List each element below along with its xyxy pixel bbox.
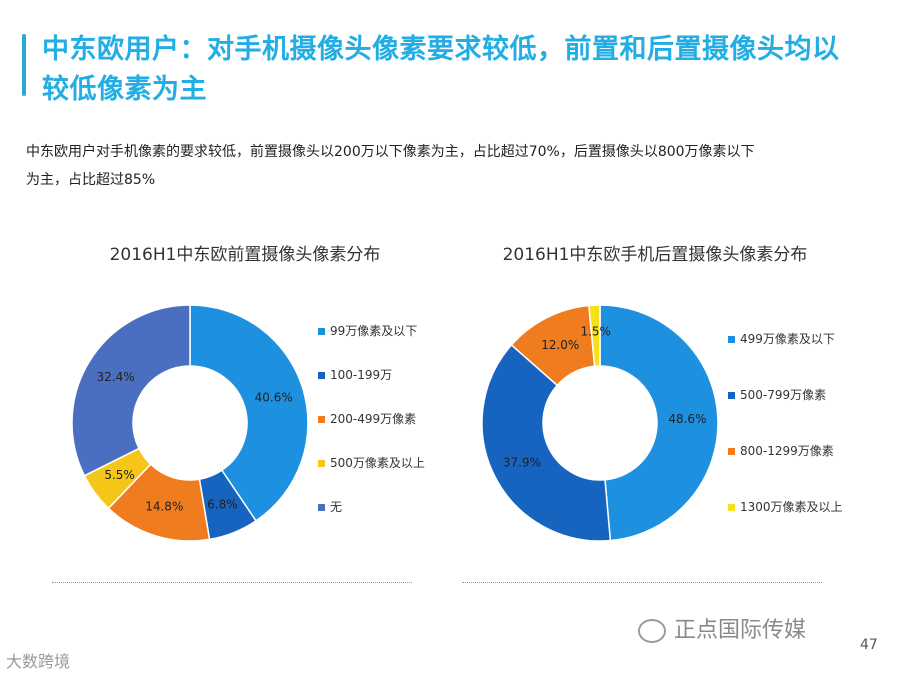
watermark-text: 正点国际传媒 <box>674 618 807 643</box>
legend-label: 100-199万 <box>330 368 393 382</box>
legend-swatch <box>318 504 325 511</box>
legend-swatch <box>318 372 325 379</box>
title-accent-bar <box>22 34 26 96</box>
slice-data-label: 6.8% <box>207 497 238 511</box>
slice-data-label: 12.0% <box>541 338 579 352</box>
legend-item: 800-1299万像素 <box>728 442 834 459</box>
slice-data-label: 1.5% <box>580 325 611 339</box>
chart-title: 2016H1中东欧手机后置摄像头像素分布 <box>502 245 808 265</box>
legend-item: 500万像素及以上 <box>318 454 425 471</box>
page-subtitle: 中东欧用户对手机像素的要求较低，前置摄像头以200万以下像素为主，占比超过70%… <box>26 144 755 188</box>
corner-logo: 大数跨境 <box>6 652 71 671</box>
slice-data-label: 5.5% <box>104 468 135 482</box>
legend-swatch <box>728 392 735 399</box>
legend-item: 无 <box>318 498 342 515</box>
legend-label: 800-1299万像素 <box>740 444 834 458</box>
legend-item: 200-499万像素 <box>318 410 416 427</box>
front-camera-chart: 2016H1中东欧前置摄像头像素分布 40.6% 6.8% 14.8% 5.5% 32.… <box>40 230 450 590</box>
legend-swatch <box>728 504 735 511</box>
slice-data-label: 48.6% <box>668 412 706 426</box>
slice-data-label: 14.8% <box>145 500 183 514</box>
legend-label: 200-499万像素 <box>330 412 417 426</box>
donut-slice <box>189 304 309 522</box>
legend-label: 500-799万像素 <box>740 388 827 402</box>
legend-item: 1300万像素及以上 <box>728 498 843 515</box>
legend-item: 499万像素及以下 <box>728 330 835 347</box>
legend-swatch <box>318 328 325 335</box>
slice-data-label: 37.9% <box>503 455 541 469</box>
rear-camera-chart: 2016H1中东欧手机后置摄像头像素分布 48.6% 37.9% 12.0% 1.5%… <box>450 230 860 590</box>
divider-line <box>52 582 412 583</box>
legend-item: 500-799万像素 <box>728 386 826 403</box>
legend-label: 500万像素及以上 <box>330 456 425 470</box>
page-title: 中东欧用户：对手机摄像头像素要求较低，前置和后置摄像头均以较低像素为主 <box>42 34 840 105</box>
front-camera-donut: 40.6% 6.8% 14.8% 5.5% 32.4% <box>71 304 309 542</box>
legend-label: 99万像素及以下 <box>330 324 418 338</box>
wechat-icon <box>638 619 666 643</box>
page-number: 47 <box>860 637 878 653</box>
legend-label: 1300万像素及以上 <box>740 500 843 514</box>
legend-item: 100-199万 <box>318 366 392 383</box>
legend-item: 99万像素及以下 <box>318 322 417 339</box>
divider-line <box>462 582 822 583</box>
slice-data-label: 40.6% <box>255 390 293 404</box>
watermark: 正点国际传媒 <box>638 612 806 644</box>
donut-slice <box>481 343 612 542</box>
donut-slice <box>599 304 719 542</box>
legend-label: 无 <box>330 500 343 514</box>
rear-camera-donut: 48.6% 37.9% 12.0%1.5% <box>481 304 719 542</box>
chart-title: 2016H1中东欧前置摄像头像素分布 <box>109 245 381 265</box>
donut-slice <box>588 304 601 368</box>
donut-slice <box>71 304 191 477</box>
legend-swatch <box>728 336 735 343</box>
legend-swatch <box>318 416 325 423</box>
slice-data-label: 32.4% <box>97 370 135 384</box>
legend-label: 499万像素及以下 <box>740 332 835 346</box>
legend-swatch <box>318 460 325 467</box>
legend-swatch <box>728 448 735 455</box>
